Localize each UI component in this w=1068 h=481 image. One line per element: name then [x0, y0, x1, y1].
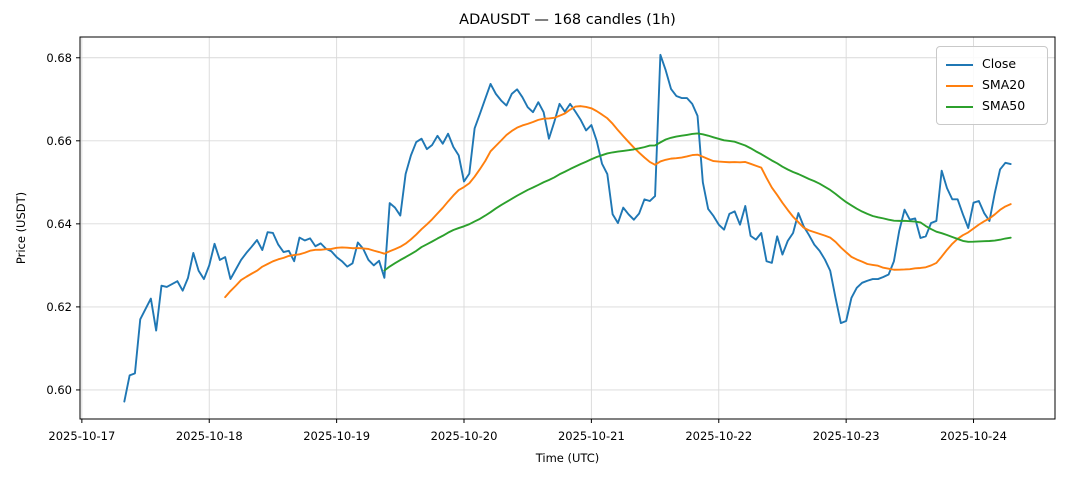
legend-label-close: Close	[982, 56, 1017, 72]
chart-title: ADAUSDT — 168 candles (1h)	[459, 12, 676, 28]
sma50-line	[383, 132, 1012, 272]
axis-tick-labels: 0.60 0.62 0.64 0.66 0.68 2025-10-17 2025-10-18…	[46, 51, 1007, 443]
y-tick-label: 0.60	[46, 383, 72, 397]
legend-label-sma50: SMA50	[982, 98, 1026, 114]
close-line	[123, 53, 1012, 403]
legend-entry-close: Close	[946, 54, 1038, 75]
x-tick-label: 2025-10-23	[813, 429, 880, 443]
axis-ticks	[76, 57, 975, 423]
x-axis-label: Time (UTC)	[535, 451, 600, 465]
y-tick-label: 0.64	[46, 217, 72, 231]
legend: Close SMA20 SMA50	[936, 46, 1048, 125]
axes-box	[79, 36, 1056, 420]
grid-lines	[80, 37, 1055, 419]
x-tick-label: 2025-10-21	[558, 429, 625, 443]
y-axis-label: Price (USDT)	[14, 191, 28, 265]
x-tick-label: 2025-10-22	[685, 429, 752, 443]
legend-line-swatch-close	[946, 63, 973, 66]
legend-entry-sma50: SMA50	[946, 96, 1038, 117]
legend-entry-sma20: SMA20	[946, 75, 1038, 96]
legend-line-swatch-sma50	[946, 105, 973, 108]
legend-line-swatch-sma20	[946, 84, 973, 87]
y-tick-label: 0.62	[46, 300, 72, 314]
x-tick-label: 2025-10-18	[176, 429, 243, 443]
x-tick-label: 2025-10-20	[431, 429, 498, 443]
x-tick-label: 2025-10-19	[303, 429, 370, 443]
y-tick-label: 0.68	[46, 51, 72, 65]
sma20-line	[224, 105, 1012, 299]
x-tick-label: 2025-10-24	[940, 429, 1007, 443]
legend-label-sma20: SMA20	[982, 77, 1026, 93]
x-tick-label: 2025-10-17	[48, 429, 115, 443]
y-tick-label: 0.66	[46, 134, 72, 148]
